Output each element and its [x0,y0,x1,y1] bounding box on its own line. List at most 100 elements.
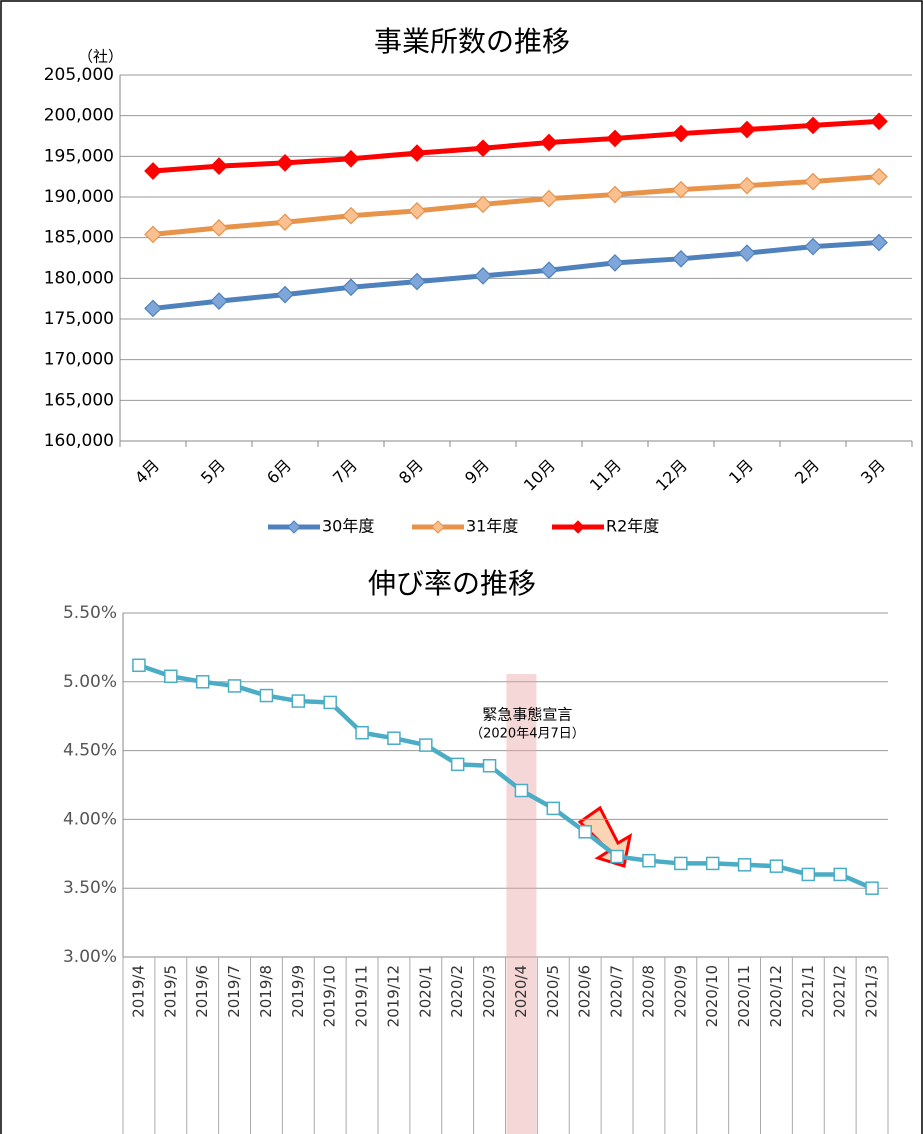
annotation: 緊急事態宣言 [482,706,572,724]
marker [672,124,690,143]
marker [132,658,146,673]
marker [323,695,337,710]
x-tick-label: 2020/1 [416,965,434,1018]
marker [195,675,210,689]
annotation: （2020年4月7日） [470,727,585,742]
y-tick-label: 175,000 [44,309,114,329]
x-tick-label: 2021/3 [863,965,881,1018]
marker [737,858,752,872]
y-tick-label: 180,000 [44,268,114,288]
x-tick-label: 7月 [329,456,361,488]
highlight-band [506,674,537,1134]
y-tick-label: 3.50% [63,878,117,898]
marker [450,757,465,772]
marker [674,856,688,871]
marker [408,272,426,291]
marker [276,153,294,172]
marker [738,244,756,262]
x-tick-label: 2020/2 [448,965,466,1018]
x-tick-label: 2020/9 [671,965,689,1018]
marker [804,172,822,191]
marker [474,267,492,285]
x-tick-label: 8月 [395,456,427,488]
marker [801,867,816,882]
x-tick-label: 2020/3 [480,965,498,1018]
marker [610,849,624,864]
marker [408,144,426,162]
x-tick-label: 2019/4 [129,965,147,1018]
marker [606,185,624,204]
x-tick-label: 3月 [857,456,889,488]
x-tick-label: 4月 [131,456,163,488]
series-line [152,174,880,237]
marker [870,233,888,252]
y-tick-label: 170,000 [44,350,114,370]
y-tick-label: 185,000 [44,228,114,248]
marker [144,162,162,180]
y-tick-label: 160,000 [44,431,114,451]
marker [276,213,294,232]
marker [738,120,756,139]
marker [833,867,847,882]
x-tick-label: 11月 [586,456,625,495]
x-tick-label: 6月 [263,456,295,488]
chart-title: 伸び率の推移 [368,567,536,600]
x-tick-label: 2020/5 [544,965,562,1018]
x-tick-label: 9月 [461,456,493,488]
marker [804,237,822,256]
y-tick-label: 165,000 [44,390,114,410]
marker [705,856,720,871]
marker [738,176,756,195]
x-tick-label: 2020/6 [576,965,594,1018]
marker [865,881,879,895]
marker [540,261,558,280]
x-tick-label: 2019/8 [257,965,275,1018]
x-tick-label: 2020/8 [639,965,657,1018]
y-tick-label: 4.00% [63,809,117,829]
x-tick-label: 2020/4 [512,965,530,1018]
x-tick-label: 2019/5 [161,965,179,1018]
legend-label: 30年度 [322,517,374,536]
marker [210,292,228,310]
x-tick-label: 2019/11 [353,965,371,1027]
marker [546,801,561,816]
marker [291,694,306,708]
x-tick-label: 2020/11 [735,965,753,1027]
x-tick-label: 10月 [520,456,559,495]
marker [164,669,178,684]
marker [804,116,822,135]
y-tick-label: 200,000 [44,106,114,126]
x-tick-label: 2021/2 [831,965,849,1018]
y-tick-label: 4.50% [63,741,117,761]
marker [210,157,228,175]
marker [672,249,690,268]
series-line [152,240,880,311]
marker [642,853,656,868]
x-tick-label: 2021/1 [799,965,817,1018]
legend-marker [431,520,445,534]
marker [474,195,492,214]
chart-title: 事業所数の推移 [374,25,570,58]
legend-label: 31年度 [466,517,518,536]
x-tick-label: 2019/7 [225,965,243,1018]
y-unit: （社） [78,48,123,66]
marker [387,731,401,745]
marker [227,679,242,693]
x-tick-label: 1月 [725,456,757,488]
marker [474,139,492,158]
x-tick-label: 2019/12 [384,965,402,1027]
x-tick-label: 2020/12 [767,965,785,1027]
x-tick-label: 5月 [197,456,229,488]
y-tick-label: 5.50% [63,603,117,623]
marker [540,189,558,208]
x-tick-label: 2月 [791,456,823,488]
marker [342,149,360,168]
marker [578,825,592,839]
marker [606,129,624,148]
legend-label: R2年度 [606,517,659,536]
series-line [152,118,880,174]
x-tick-label: 2019/9 [289,965,307,1018]
marker [672,180,690,199]
